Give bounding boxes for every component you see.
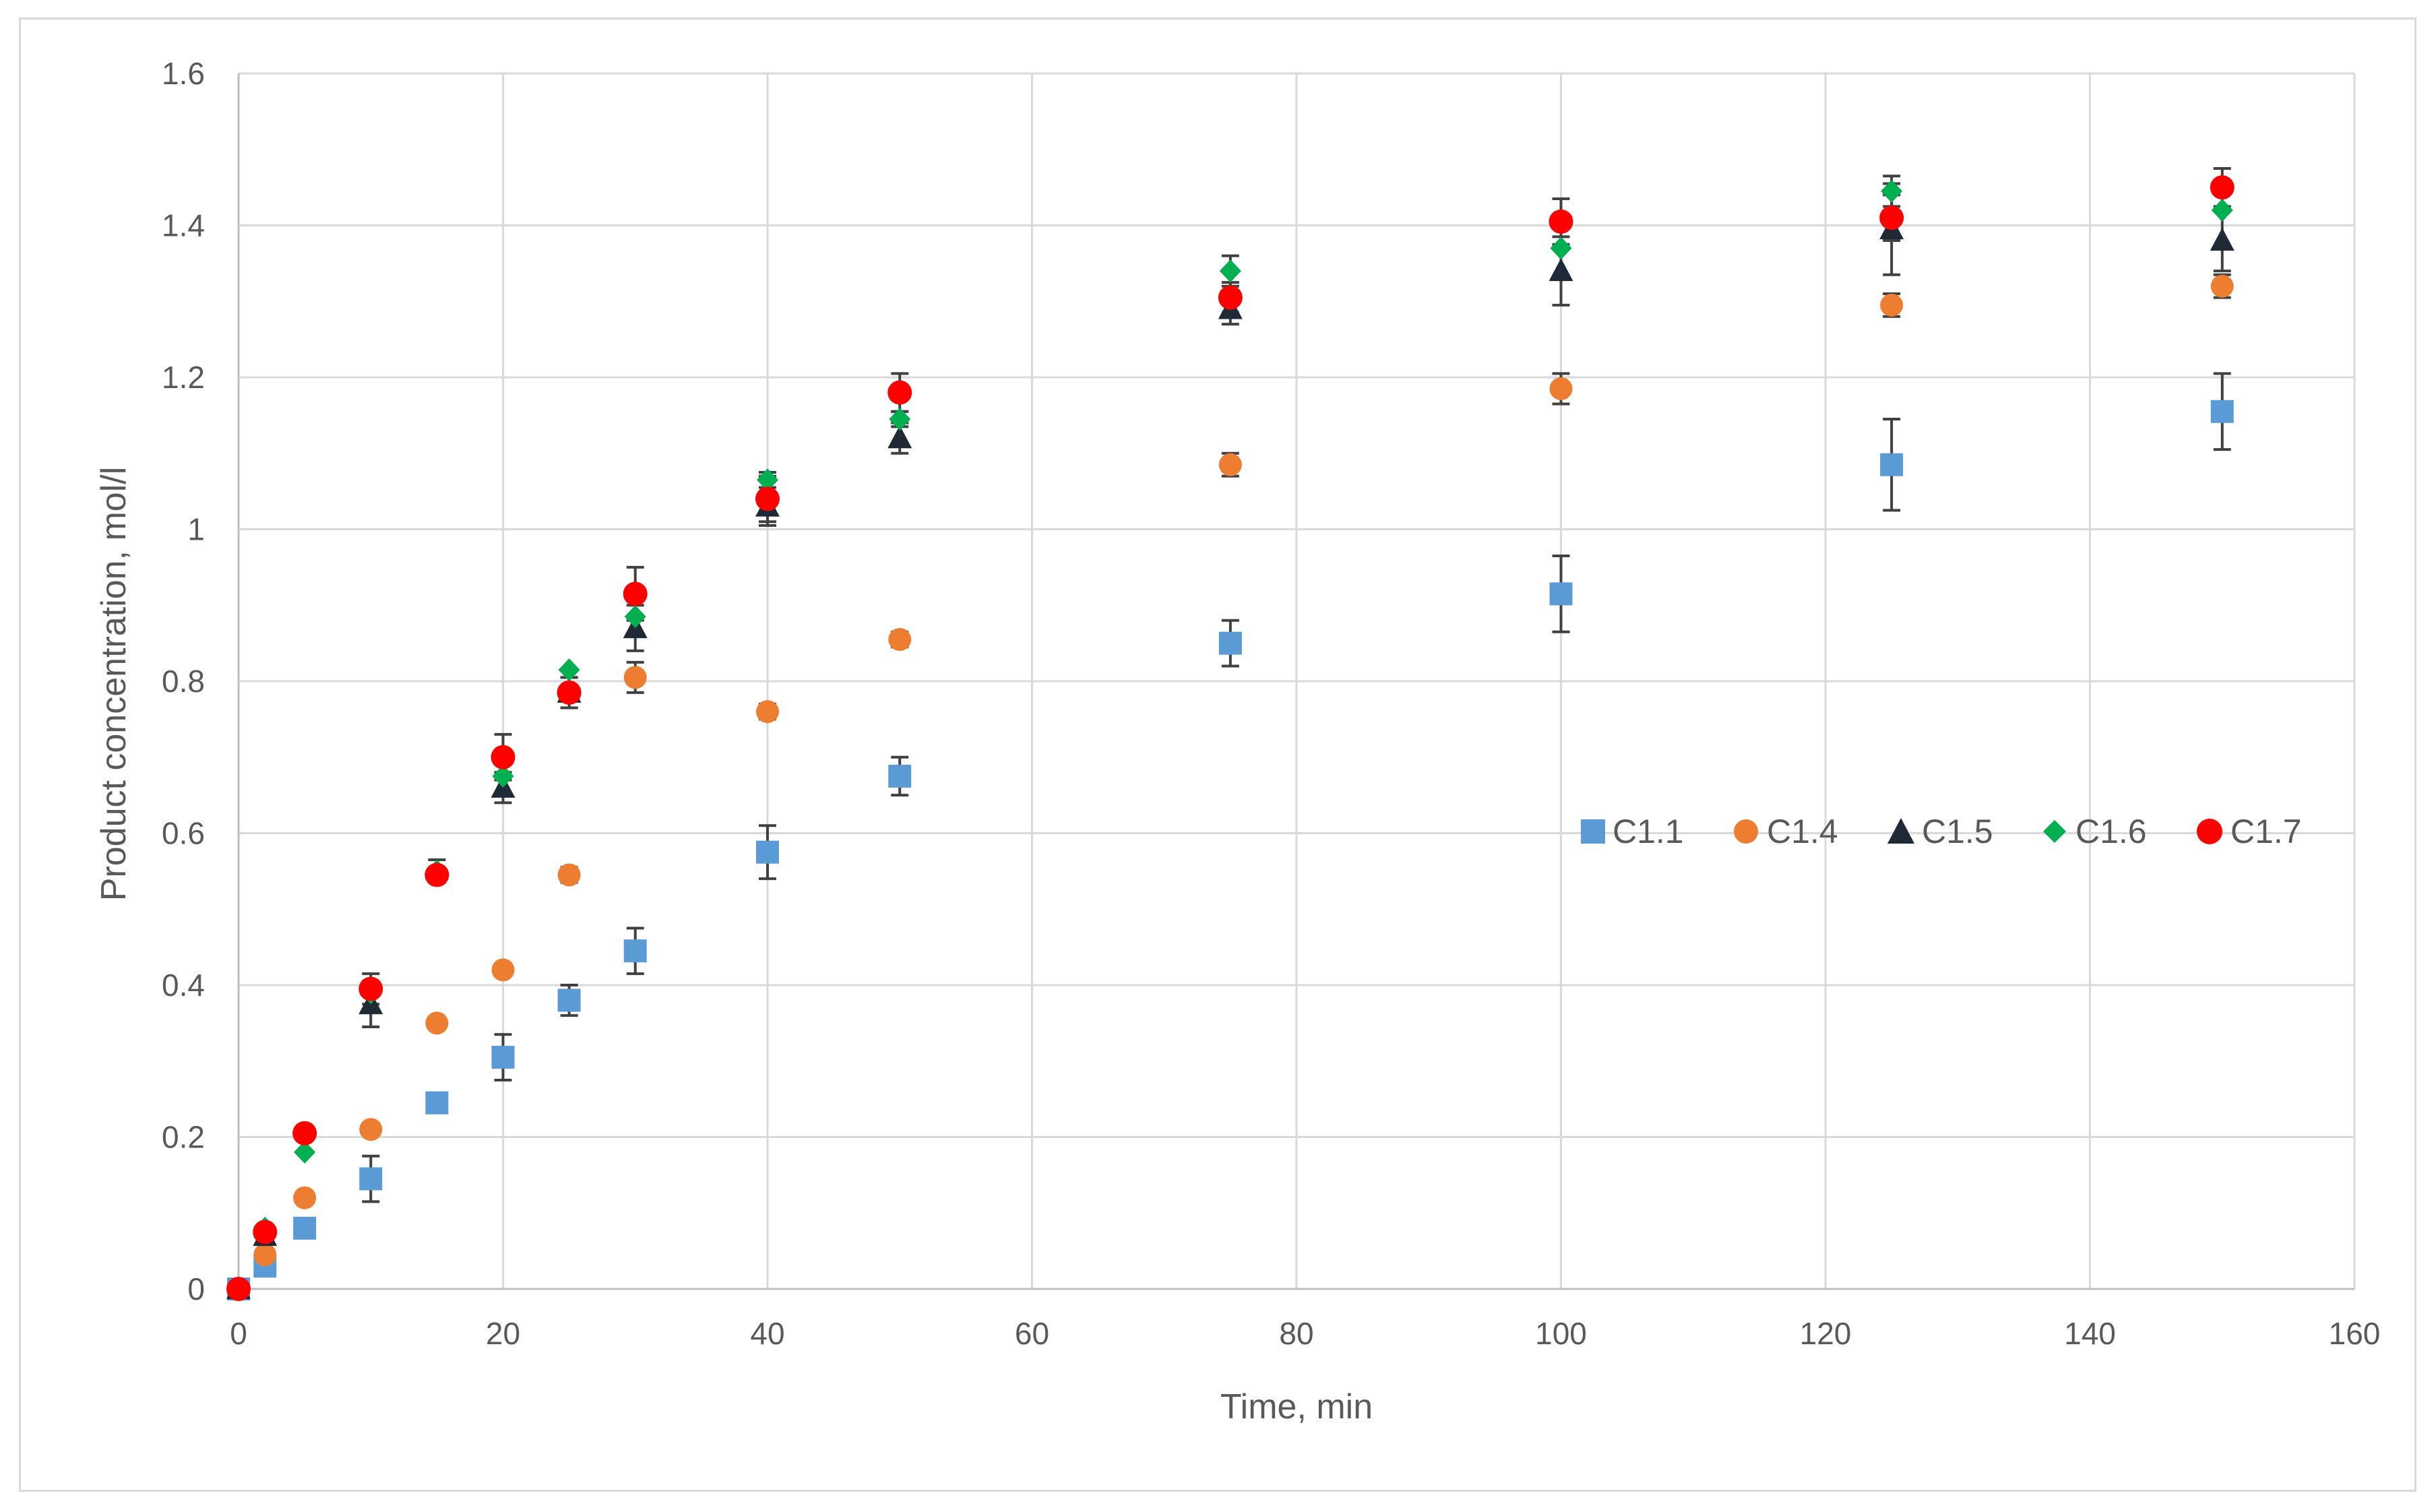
- point-c1-6: [889, 408, 911, 431]
- legend-label-c1-6: C1.6: [2075, 813, 2147, 850]
- legend-label-c1-5: C1.5: [1922, 813, 1993, 850]
- legend-marker-c1-7: [2197, 819, 2222, 844]
- y-tick-label: 1.4: [162, 208, 205, 243]
- point-c1-1: [293, 1216, 317, 1240]
- x-tick-label: 100: [1535, 1316, 1587, 1351]
- y-axis-title: Product concentration, mol/l: [94, 467, 133, 902]
- point-c1-7: [226, 1277, 251, 1301]
- legend-entry-c1-5: C1.5: [1887, 813, 1993, 850]
- point-c1-4: [756, 700, 779, 724]
- point-c1-4: [1218, 453, 1242, 476]
- point-c1-6: [558, 658, 580, 682]
- x-tick-label: 20: [486, 1316, 520, 1351]
- point-c1-1: [1549, 582, 1573, 606]
- x-tick-label: 0: [230, 1316, 247, 1351]
- point-c1-6: [1219, 259, 1241, 283]
- point-c1-4: [623, 666, 647, 689]
- point-c1-7: [623, 581, 648, 606]
- x-tick-label: 40: [750, 1316, 784, 1351]
- legend: C1.1 C1.4 C1.5 C1.6 C1.7: [1581, 813, 2302, 850]
- point-c1-7: [491, 745, 516, 769]
- point-c1-6: [492, 764, 514, 788]
- point-c1-5: [2210, 228, 2235, 251]
- point-c1-7: [292, 1121, 317, 1145]
- point-c1-1: [359, 1167, 383, 1191]
- point-c1-1: [623, 939, 647, 963]
- point-c1-7: [358, 976, 383, 1001]
- point-c1-4: [1880, 293, 1904, 317]
- x-axis-title: Time, min: [1220, 1387, 1373, 1426]
- y-tick-label: 1: [187, 512, 205, 547]
- data-markers: [226, 175, 2235, 1301]
- point-c1-4: [359, 1118, 383, 1141]
- point-c1-1: [425, 1091, 449, 1114]
- x-tick-label: 60: [1015, 1316, 1049, 1351]
- y-tick-label: 1.6: [162, 56, 205, 91]
- legend-marker-c1-4: [1734, 819, 1758, 844]
- point-c1-4: [491, 958, 515, 982]
- point-c1-4: [2210, 274, 2234, 298]
- point-c1-7: [887, 380, 912, 405]
- x-tick-label: 120: [1800, 1316, 1852, 1351]
- point-c1-7: [1879, 206, 1904, 230]
- point-c1-1: [888, 764, 912, 788]
- tick-labels: 0 20 40 60 80 100 120 140 160 0 0.2 0.4 0.6 0.8 1 1.2 1.…: [162, 56, 2380, 1351]
- point-c1-6: [1881, 179, 1903, 203]
- x-tick-label: 160: [2329, 1316, 2381, 1351]
- x-tick-label: 80: [1279, 1316, 1313, 1351]
- point-c1-4: [425, 1011, 449, 1035]
- gridlines: [239, 72, 2356, 1289]
- point-c1-1: [2210, 400, 2234, 423]
- axes: [237, 73, 2354, 1290]
- point-c1-6: [294, 1141, 316, 1164]
- point-c1-7: [2210, 175, 2235, 200]
- point-c1-7: [557, 680, 582, 705]
- legend-label-c1-1: C1.1: [1613, 813, 1684, 850]
- point-c1-6: [624, 605, 646, 629]
- point-c1-6: [1550, 237, 1572, 260]
- point-c1-7: [1218, 285, 1243, 310]
- point-c1-1: [1880, 453, 1904, 476]
- legend-marker-c1-5: [1887, 818, 1914, 844]
- y-tick-label: 0.2: [162, 1120, 205, 1155]
- point-c1-6: [757, 468, 778, 492]
- point-c1-1: [491, 1046, 515, 1069]
- point-c1-4: [1549, 377, 1573, 400]
- point-c1-5: [1549, 258, 1573, 282]
- chart-frame: [19, 18, 2416, 1492]
- point-c1-1: [1218, 631, 1242, 655]
- point-c1-4: [253, 1243, 277, 1267]
- y-tick-label: 0: [187, 1271, 205, 1306]
- y-tick-label: 0.8: [162, 664, 205, 699]
- point-c1-7: [755, 486, 780, 511]
- legend-label-c1-7: C1.7: [2230, 813, 2302, 850]
- point-c1-7: [425, 862, 449, 887]
- legend-marker-c1-6: [2043, 820, 2066, 843]
- legend-marker-c1-1: [1581, 819, 1605, 844]
- point-c1-4: [557, 863, 581, 887]
- legend-entry-c1-6: C1.6: [2043, 813, 2147, 850]
- point-c1-7: [1549, 209, 1573, 234]
- point-c1-6: [2211, 198, 2233, 222]
- point-c1-7: [253, 1220, 278, 1245]
- point-c1-4: [888, 627, 912, 651]
- y-tick-label: 1.2: [162, 360, 205, 395]
- legend-label-c1-4: C1.4: [1767, 813, 1838, 850]
- legend-entry-c1-1: C1.1: [1581, 813, 1684, 850]
- point-c1-4: [293, 1186, 317, 1209]
- y-tick-label: 0.4: [162, 968, 205, 1003]
- point-c1-5: [887, 425, 912, 449]
- x-tick-label: 140: [2064, 1316, 2116, 1351]
- legend-entry-c1-4: C1.4: [1734, 813, 1838, 850]
- y-tick-label: 0.6: [162, 816, 205, 851]
- point-c1-1: [557, 988, 581, 1012]
- legend-entry-c1-7: C1.7: [2197, 813, 2302, 850]
- point-c1-1: [756, 840, 779, 864]
